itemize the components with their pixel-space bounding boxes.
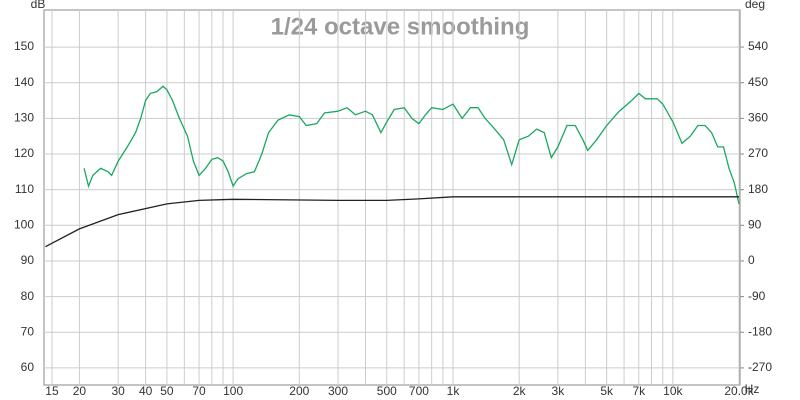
x-tick-label: 700 xyxy=(409,384,429,398)
y2-tick-label: 0 xyxy=(748,253,755,267)
chart-title: 1/24 octave smoothing xyxy=(271,13,530,40)
x-tick-label: 15 xyxy=(45,384,59,398)
y2-tick-label: 450 xyxy=(748,75,768,89)
x-tick-label: 2k xyxy=(513,384,527,398)
y2-tick-label: -90 xyxy=(748,289,766,303)
y-tick-label: 80 xyxy=(21,289,35,303)
y2-axis-label: deg xyxy=(745,0,765,11)
y2-tick-label: -270 xyxy=(748,360,772,374)
y-tick-label: 140 xyxy=(14,75,34,89)
x-tick-label: 10k xyxy=(663,384,683,398)
y2-tick-label: -180 xyxy=(748,324,772,338)
y-axis-label: dB xyxy=(31,0,46,11)
x-tick-label: 20.0k xyxy=(724,384,754,398)
y2-tick-label: 270 xyxy=(748,146,768,160)
plot-area xyxy=(43,9,741,386)
y-tick-label: 100 xyxy=(14,217,34,231)
y-tick-label: 60 xyxy=(21,360,35,374)
y-tick-label: 130 xyxy=(14,111,34,125)
x-tick-label: 200 xyxy=(289,384,309,398)
y2-tick-label: 360 xyxy=(748,111,768,125)
x-tick-label: 30 xyxy=(111,384,125,398)
x-tick-label: 3k xyxy=(552,384,566,398)
series-line xyxy=(83,85,740,205)
series-line xyxy=(45,196,739,248)
x-tick-label: 500 xyxy=(377,384,397,398)
x-tick-label: 20 xyxy=(73,384,87,398)
x-tick-label: 50 xyxy=(160,384,174,398)
y2-tick-label: 90 xyxy=(748,217,762,231)
y-tick-label: 120 xyxy=(14,146,34,160)
y-tick-label: 70 xyxy=(21,324,35,338)
y-tick-label: 110 xyxy=(15,182,34,196)
y2-tick-label: 540 xyxy=(748,39,768,53)
x-axis-label: Hz xyxy=(745,382,760,396)
y-tick-label: 90 xyxy=(21,253,35,267)
x-tick-label: 70 xyxy=(192,384,206,398)
x-tick-label: 7k xyxy=(632,384,646,398)
x-tick-label: 40 xyxy=(139,384,153,398)
y-tick-label: 150 xyxy=(14,39,34,53)
x-tick-label: 300 xyxy=(328,384,348,398)
y2-tick-label: 180 xyxy=(748,182,768,196)
x-tick-label: 5k xyxy=(600,384,614,398)
x-tick-label: 1k xyxy=(447,384,461,398)
x-tick-label: 100 xyxy=(223,384,243,398)
